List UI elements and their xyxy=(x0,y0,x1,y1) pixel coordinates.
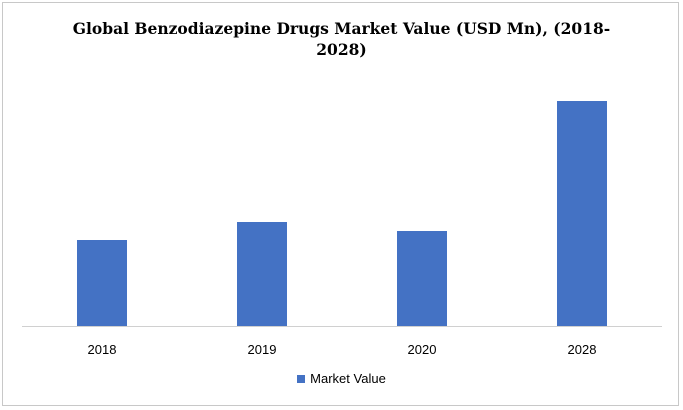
chart-title: Global Benzodiazepine Drugs Market Value… xyxy=(72,19,611,59)
bar-2019 xyxy=(237,222,287,326)
legend-swatch xyxy=(297,374,306,383)
x-tick-label-2028: 2028 xyxy=(568,342,597,357)
x-tick-labels: 2018 2019 2020 2028 xyxy=(88,342,597,357)
bar-2028 xyxy=(557,101,607,326)
legend: Market Value xyxy=(0,371,683,386)
bar-2020 xyxy=(397,231,447,326)
bar-2018 xyxy=(77,240,127,326)
x-tick-label-2018: 2018 xyxy=(88,342,117,357)
x-tick-label-2019: 2019 xyxy=(248,342,277,357)
legend-label: Market Value xyxy=(310,371,386,386)
bar-group xyxy=(77,101,607,326)
x-tick-label-2020: 2020 xyxy=(408,342,437,357)
